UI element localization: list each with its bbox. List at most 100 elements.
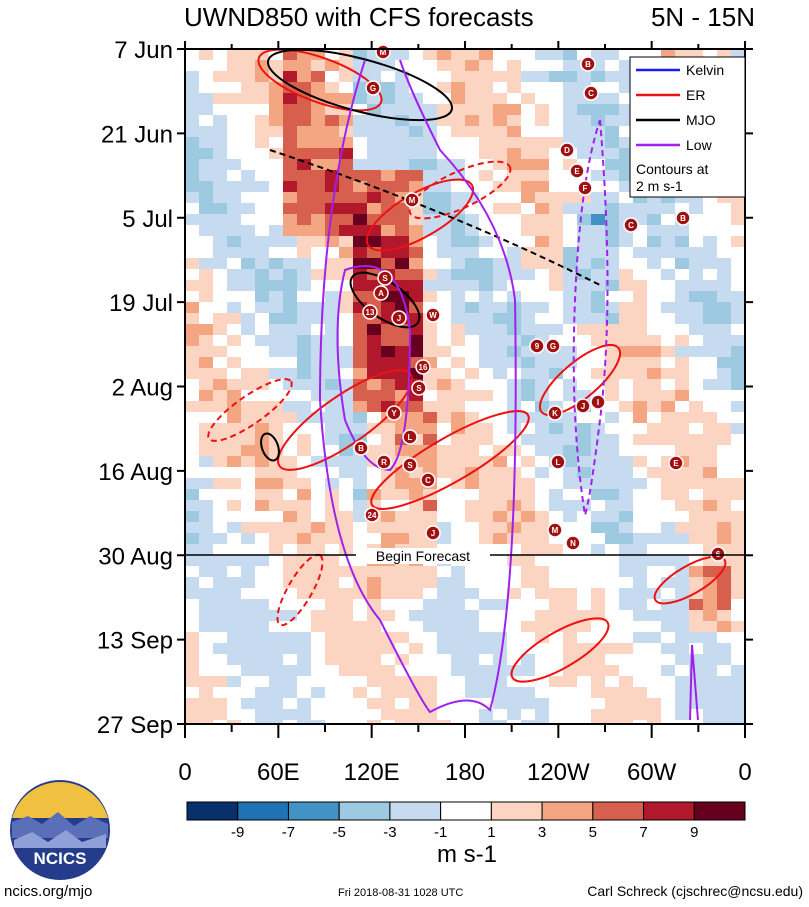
heat-cell: [241, 434, 255, 445]
heat-cell: [381, 676, 395, 687]
heat-cell: [339, 137, 353, 148]
heat-cell: [451, 665, 465, 676]
heat-cell: [185, 137, 199, 148]
chart-title-bar: UWND850 with CFS forecasts 5N - 15N: [0, 2, 809, 38]
colorbar-tick-label: 1: [487, 824, 495, 841]
heat-cell: [353, 500, 367, 511]
heat-cell: [297, 555, 311, 566]
heat-cell: [563, 159, 577, 170]
heat-cell: [269, 500, 283, 511]
storm-marker-dot: [377, 270, 393, 286]
heat-cell: [353, 49, 367, 60]
heat-cell: [437, 49, 451, 60]
heat-cell: [731, 544, 745, 555]
heat-cell: [633, 368, 647, 379]
heat-cell: [563, 280, 577, 291]
x-tick-label: 60E: [257, 759, 300, 786]
heat-cell: [675, 500, 689, 511]
heat-cell: [619, 357, 633, 368]
heat-cell: [451, 467, 465, 478]
heat-cell: [619, 720, 633, 724]
heat-cell: [493, 478, 507, 489]
heat-cell: [437, 104, 451, 115]
heat-cell: [409, 126, 423, 137]
heat-cell: [675, 412, 689, 423]
heat-cell: [535, 170, 549, 181]
heat-cell: [437, 159, 451, 170]
heat-cell: [437, 280, 451, 291]
heat-cell: [619, 60, 633, 71]
heat-cell: [731, 621, 745, 632]
heat-cell: [451, 60, 465, 71]
heat-cell: [241, 71, 255, 82]
heat-cell: [353, 170, 367, 181]
heat-cell: [591, 676, 605, 687]
heat-cell: [479, 500, 493, 511]
heat-cell: [451, 434, 465, 445]
footer-site-link[interactable]: ncics.org/mjo: [4, 883, 93, 900]
heat-cell: [675, 379, 689, 390]
colorbar-swatch: [389, 801, 442, 821]
heat-cell: [185, 401, 199, 412]
heat-cell: [325, 126, 339, 137]
heat-cell: [647, 258, 661, 269]
heat-cell: [507, 412, 521, 423]
heat-cell: [451, 159, 465, 170]
heat-cell: [227, 192, 241, 203]
heat-cell: [605, 500, 619, 511]
heat-cell: [409, 148, 423, 159]
heat-cell: [437, 368, 451, 379]
heat-cell: [255, 412, 269, 423]
heat-cell: [577, 610, 591, 621]
heat-cell: [731, 236, 745, 247]
storm-marker-dot: [710, 546, 726, 562]
heat-cell: [423, 148, 437, 159]
heat-cell: [717, 313, 731, 324]
storm-marker: B: [353, 440, 369, 456]
heat-cell: [199, 104, 213, 115]
heat-cell: [521, 555, 535, 566]
heat-cell: [297, 445, 311, 456]
heat-cell: [717, 610, 731, 621]
heat-cell: [605, 159, 619, 170]
heat-cell: [549, 258, 563, 269]
storm-marker-dot: [675, 210, 691, 226]
heat-cell: [255, 247, 269, 258]
heat-cell: [227, 500, 241, 511]
heat-cell: [675, 478, 689, 489]
heat-cell: [367, 632, 381, 643]
heat-cell: [493, 687, 507, 698]
heat-cell: [297, 225, 311, 236]
heat-cell: [493, 632, 507, 643]
heat-cell: [395, 368, 409, 379]
heat-cell: [283, 401, 297, 412]
heat-cell: [675, 313, 689, 324]
heat-cell: [241, 445, 255, 456]
heat-cell: [493, 511, 507, 522]
heat-cell: [367, 71, 381, 82]
storm-marker: C: [583, 85, 599, 101]
heat-cell: [269, 335, 283, 346]
heat-cell: [619, 566, 633, 577]
heat-cell: [619, 203, 633, 214]
heat-cell: [367, 225, 381, 236]
heat-cell: [535, 720, 549, 724]
heat-cell: [437, 522, 451, 533]
heat-cell: [605, 236, 619, 247]
heat-cell: [395, 533, 409, 544]
heat-cell: [521, 654, 535, 665]
logo-text: NCICS: [34, 849, 87, 868]
heat-cell: [731, 555, 745, 566]
heat-cell: [451, 390, 465, 401]
heat-cell: [493, 126, 507, 137]
heat-cell: [325, 423, 339, 434]
storm-marker: B: [675, 210, 691, 226]
heat-cell: [689, 401, 703, 412]
heat-cell: [437, 115, 451, 126]
heat-cell: [493, 467, 507, 478]
heat-cell: [689, 291, 703, 302]
heat-cell: [605, 489, 619, 500]
heat-cell: [353, 588, 367, 599]
heat-cell: [605, 467, 619, 478]
heat-cell: [311, 412, 325, 423]
